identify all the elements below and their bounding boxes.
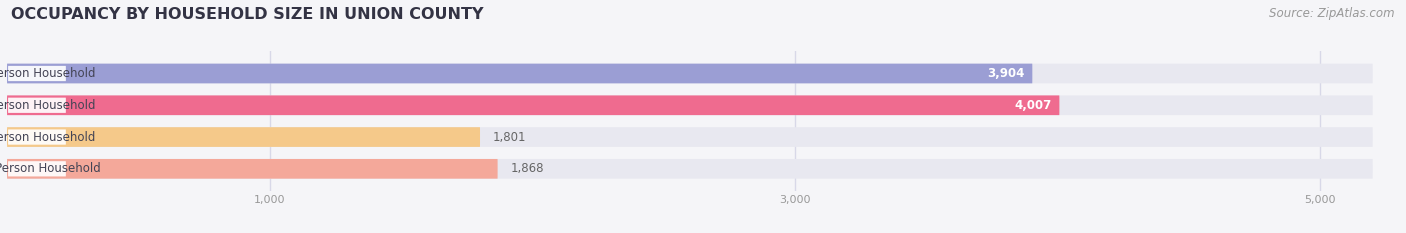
FancyBboxPatch shape [8,98,66,113]
Text: 1,868: 1,868 [510,162,544,175]
Text: 1-Person Household: 1-Person Household [0,67,96,80]
Text: 1,801: 1,801 [494,130,527,144]
FancyBboxPatch shape [7,127,479,147]
Text: 3-Person Household: 3-Person Household [0,130,96,144]
FancyBboxPatch shape [7,96,1372,115]
FancyBboxPatch shape [7,159,1372,179]
FancyBboxPatch shape [7,64,1372,83]
Text: 3,904: 3,904 [987,67,1025,80]
FancyBboxPatch shape [8,129,66,145]
FancyBboxPatch shape [7,159,498,179]
FancyBboxPatch shape [8,66,66,81]
Text: 4+ Person Household: 4+ Person Household [0,162,100,175]
FancyBboxPatch shape [7,64,1032,83]
Text: Source: ZipAtlas.com: Source: ZipAtlas.com [1270,7,1395,20]
Text: OCCUPANCY BY HOUSEHOLD SIZE IN UNION COUNTY: OCCUPANCY BY HOUSEHOLD SIZE IN UNION COU… [11,7,484,22]
FancyBboxPatch shape [7,127,1372,147]
FancyBboxPatch shape [7,96,1059,115]
Text: 2-Person Household: 2-Person Household [0,99,96,112]
Text: 4,007: 4,007 [1014,99,1052,112]
FancyBboxPatch shape [8,161,66,176]
